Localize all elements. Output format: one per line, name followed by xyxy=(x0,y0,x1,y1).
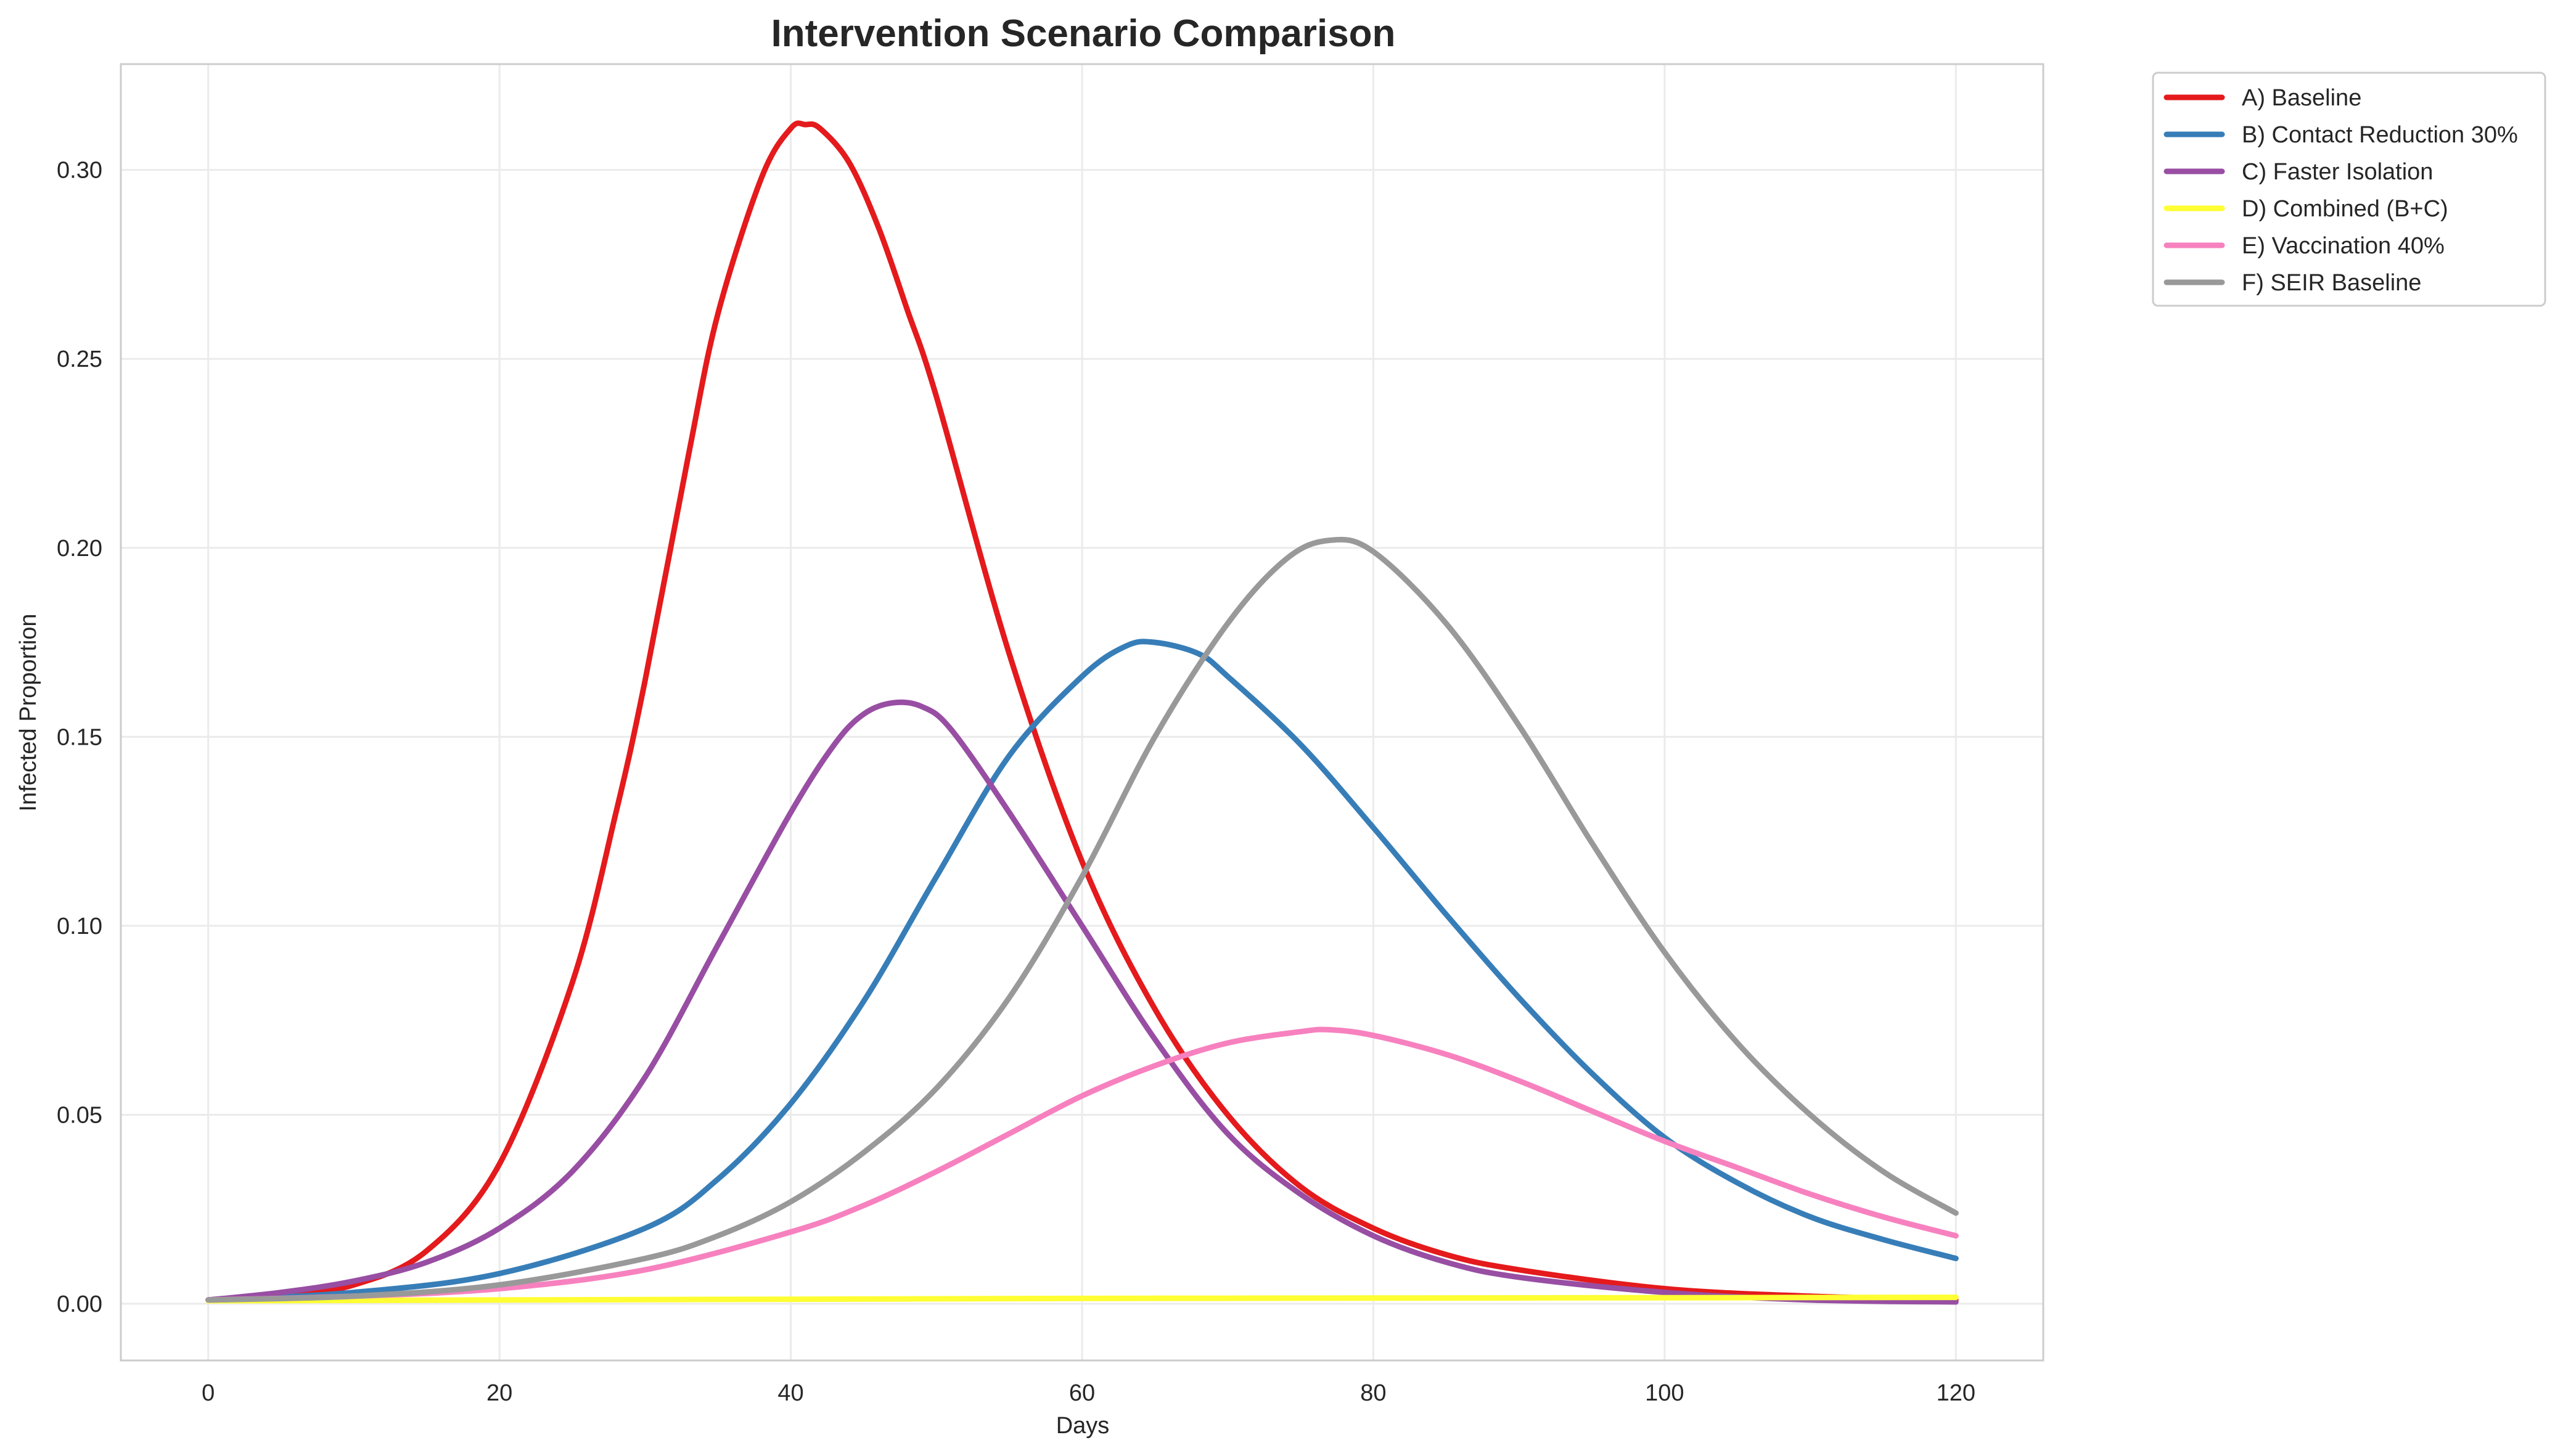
y-axis-ticks: 0.00 0.05 0.10 0.15 0.20 0.25 0.30 xyxy=(57,158,102,1317)
legend-box xyxy=(2152,72,2546,307)
y-tick-label: 0.25 xyxy=(57,346,102,372)
legend-label: A) Baseline xyxy=(2242,85,2361,111)
x-tick-label: 20 xyxy=(486,1380,512,1406)
plot-frame xyxy=(120,63,2044,1362)
y-tick-label: 0.10 xyxy=(57,914,102,939)
x-tick-label: 120 xyxy=(1937,1380,1975,1406)
series-lines xyxy=(205,120,1959,1305)
legend-label: B) Contact Reduction 30% xyxy=(2242,122,2518,148)
chart-title: Intervention Scenario Comparison xyxy=(771,12,1396,55)
series-line-f-seir-baseline xyxy=(205,536,1959,1303)
x-axis-ticks: 0 20 40 60 80 100 120 xyxy=(202,1380,1975,1406)
x-tick-label: 40 xyxy=(777,1380,803,1406)
series-line-d-combined-b-c xyxy=(205,1294,1959,1304)
legend: A) Baseline B) Contact Reduction 30% C) Fa… xyxy=(2152,72,2546,307)
y-tick-label: 0.05 xyxy=(57,1102,102,1128)
x-tick-label: 80 xyxy=(1360,1380,1386,1406)
x-tick-label: 60 xyxy=(1069,1380,1095,1406)
y-tick-label: 0.15 xyxy=(57,724,102,750)
legend-label: E) Vaccination 40% xyxy=(2242,233,2445,259)
legend-label: C) Faster Isolation xyxy=(2242,159,2433,185)
y-tick-label: 0.20 xyxy=(57,536,102,562)
x-tick-label: 0 xyxy=(202,1380,215,1406)
legend-label: F) SEIR Baseline xyxy=(2242,270,2421,296)
y-axis-label: Infected Proportion xyxy=(15,613,41,811)
y-tick-label: 0.30 xyxy=(57,158,102,184)
x-axis-label: Days xyxy=(1056,1413,1110,1439)
legend-label: D) Combined (B+C) xyxy=(2242,196,2448,222)
y-tick-label: 0.00 xyxy=(57,1291,102,1317)
series-line-e-vaccination-40 xyxy=(205,1026,1959,1303)
series-line-a-baseline xyxy=(205,120,1959,1303)
series-line-c-faster-isolation xyxy=(205,699,1959,1305)
series-line-b-contact-reduction-30 xyxy=(205,639,1959,1303)
x-tick-label: 100 xyxy=(1645,1380,1684,1406)
